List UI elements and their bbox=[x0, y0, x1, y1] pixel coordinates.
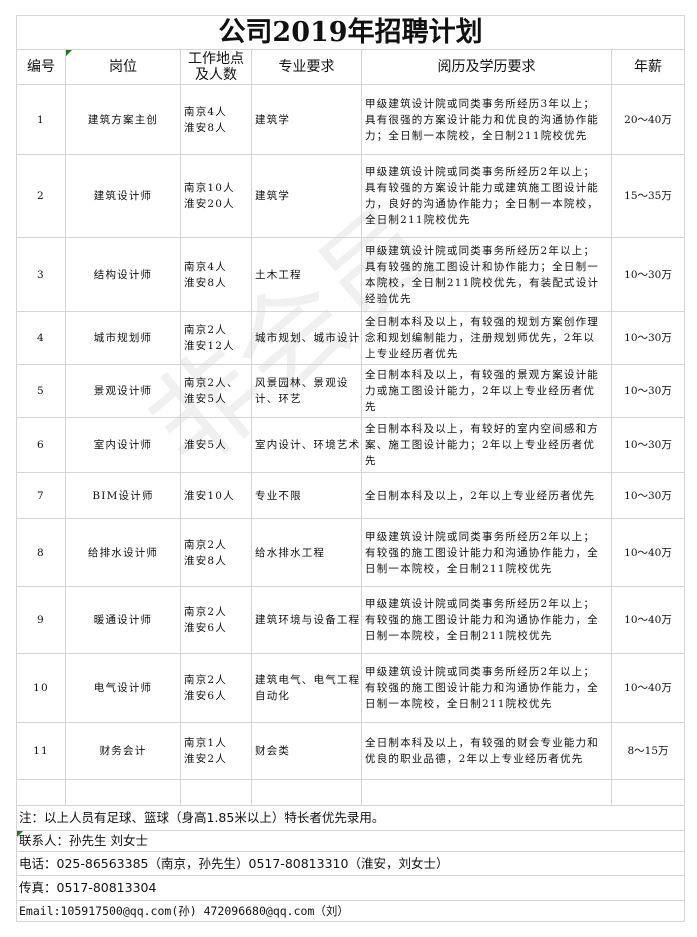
cell-salary[interactable]: 10～30万 bbox=[610, 311, 686, 365]
table-row: 1 建筑方案主创 南京4人 淮安8人 建筑学 甲级建筑设计院或同类事务所经历3年以上；具… bbox=[16, 84, 686, 155]
cell-no[interactable]: 4 bbox=[16, 311, 66, 365]
table-row: 9 暖通设计师 南京2人 淮安6人 建筑环境与设备工程 甲级建筑设计院或同类事务所经历2… bbox=[16, 586, 686, 654]
cell-post[interactable]: BIM设计师 bbox=[65, 472, 181, 519]
cell-post[interactable]: 城市规划师 bbox=[65, 311, 181, 365]
table-row: 2 建筑设计师 南京10人 淮安20人 建筑学 甲级建筑设计院或同类事务所经历2年以上；… bbox=[16, 154, 686, 238]
cell-major[interactable]: 专业不限 bbox=[251, 472, 362, 519]
cell-loc[interactable]: 南京4人 淮安8人 bbox=[180, 84, 252, 155]
cell-no[interactable]: 10 bbox=[16, 653, 66, 723]
header-salary[interactable]: 年薪 bbox=[610, 49, 686, 85]
cell-loc[interactable]: 南京2人、 淮安5人 bbox=[180, 364, 252, 418]
cell-req[interactable]: 甲级建筑设计院或同类事务所经历2年以上；具有较强的施工图设计和协作能力；全日制一… bbox=[361, 237, 612, 312]
cell-major[interactable]: 城市规划、城市设计 bbox=[251, 311, 362, 365]
table-row: 4 城市规划师 南京2人 淮安12人 城市规划、城市设计 全日制本科及以上，有较强的规划… bbox=[16, 311, 686, 365]
cell-salary[interactable]: 10～30万 bbox=[610, 237, 686, 312]
cell-post[interactable]: 建筑方案主创 bbox=[65, 84, 181, 155]
cell-no[interactable]: 8 bbox=[16, 518, 66, 587]
cell-salary[interactable]: 10～40万 bbox=[610, 586, 686, 654]
phone-cell[interactable]: 电话：025-86563385（南京，孙先生）0517-80813310（淮安，… bbox=[15, 851, 686, 876]
table-row: 5 景观设计师 南京2人、 淮安5人 风景园林、景观设计、环艺 全日制本科及以上，有较强… bbox=[16, 364, 686, 418]
table-row: 3 结构设计师 南京4人 淮安8人 土木工程 甲级建筑设计院或同类事务所经历2年以上；具… bbox=[16, 237, 686, 312]
cell-major[interactable]: 建筑环境与设备工程 bbox=[251, 586, 362, 654]
page-title: 公司2019年招聘计划 bbox=[15, 15, 686, 50]
fax-cell[interactable]: 传真：0517-80813304 bbox=[15, 875, 686, 901]
cell-no[interactable]: 9 bbox=[16, 586, 66, 654]
cell-post[interactable]: 电气设计师 bbox=[65, 653, 181, 723]
cell-no[interactable]: 3 bbox=[16, 237, 66, 312]
cell-req[interactable]: 全日制本科及以上，2年以上专业经历者优先 bbox=[361, 472, 612, 519]
table-row: 6 室内设计师 淮安5人 室内设计、环境艺术 全日制本科及以上，有较好的室内空间感和方案… bbox=[16, 417, 686, 473]
cell-no[interactable]: 6 bbox=[16, 417, 66, 473]
empty-row[interactable] bbox=[16, 779, 686, 806]
comment-marker bbox=[66, 50, 72, 56]
cell-req[interactable]: 全日制本科及以上，有较强的景观方案设计能力或施工图设计能力，2年以上专业经历者优… bbox=[361, 364, 612, 418]
cell-loc[interactable]: 南京10人 淮安20人 bbox=[180, 154, 252, 238]
cell-req[interactable]: 全日制本科及以上，有较强的财会专业能力和优良的职业品德，2年以上专业经历者优先 bbox=[361, 722, 612, 780]
cell-salary[interactable]: 15～35万 bbox=[610, 154, 686, 238]
table-row: 8 给排水设计师 南京2人 淮安8人 给水排水工程 甲级建筑设计院或同类事务所经历2年以… bbox=[16, 518, 686, 587]
header-req[interactable]: 阅历及学历要求 bbox=[361, 49, 612, 85]
cell-req[interactable]: 甲级建筑设计院或同类事务所经历2年以上；具有较强的方案设计能力或建筑施工图设计能… bbox=[361, 154, 612, 238]
cell-no[interactable]: 11 bbox=[16, 722, 66, 780]
cell-major[interactable]: 建筑学 bbox=[251, 154, 362, 238]
table-row: 11 财务会计 南京1人 淮安2人 财会类 全日制本科及以上，有较强的财会专业能力和优良… bbox=[16, 722, 686, 780]
header-row: 编号 岗位 工作地点及人数 专业要求 阅历及学历要求 年薪 bbox=[16, 49, 686, 85]
cell-no[interactable]: 2 bbox=[16, 154, 66, 238]
cell-post[interactable]: 结构设计师 bbox=[65, 237, 181, 312]
header-no[interactable]: 编号 bbox=[16, 49, 66, 85]
header-loc[interactable]: 工作地点及人数 bbox=[180, 49, 252, 85]
recruitment-table: 公司2019年招聘计划 编号 岗位 工作地点及人数 专业要求 阅历及学历要求 年薪 1 建筑… bbox=[15, 15, 686, 922]
table-row: 10 电气设计师 南京2人 淮安6人 建筑电气、电气工程自动化 甲级建筑设计院或同类事务… bbox=[16, 653, 686, 723]
cell-salary[interactable]: 8～15万 bbox=[610, 722, 686, 780]
cell-salary[interactable]: 10～40万 bbox=[610, 518, 686, 587]
cell-no[interactable]: 1 bbox=[16, 84, 66, 155]
cell-major[interactable]: 财会类 bbox=[251, 722, 362, 780]
cell-post[interactable]: 建筑设计师 bbox=[65, 154, 181, 238]
cell-loc[interactable]: 南京2人 淮安6人 bbox=[180, 653, 252, 723]
cell-req[interactable]: 全日制本科及以上，有较强的规划方案创作理念和规划编制能力，注册规划师优先，2年以… bbox=[361, 311, 612, 365]
cell-major[interactable]: 土木工程 bbox=[251, 237, 362, 312]
cell-loc[interactable]: 淮安10人 bbox=[180, 472, 252, 519]
cell-no[interactable]: 5 bbox=[16, 364, 66, 418]
cell-post[interactable]: 室内设计师 bbox=[65, 417, 181, 473]
cell-salary[interactable]: 10～30万 bbox=[610, 364, 686, 418]
cell-req[interactable]: 甲级建筑设计院或同类事务所经历2年以上；有较强的施工图设计能力和沟通协作能力，全… bbox=[361, 518, 612, 587]
cell-post[interactable]: 景观设计师 bbox=[65, 364, 181, 418]
cell-major[interactable]: 建筑电气、电气工程自动化 bbox=[251, 653, 362, 723]
cell-major[interactable]: 风景园林、景观设计、环艺 bbox=[251, 364, 362, 418]
cell-post[interactable]: 财务会计 bbox=[65, 722, 181, 780]
comment-marker bbox=[17, 831, 23, 837]
table-row: 7 BIM设计师 淮安10人 专业不限 全日制本科及以上，2年以上专业经历者优先 10～3… bbox=[16, 472, 686, 519]
cell-req[interactable]: 全日制本科及以上，有较好的室内空间感和方案、施工图设计能力；2年以上专业经历者优… bbox=[361, 417, 612, 473]
cell-req[interactable]: 甲级建筑设计院或同类事务所经历3年以上；具有很强的方案设计能力和优良的沟通协作能… bbox=[361, 84, 612, 155]
cell-major[interactable]: 建筑学 bbox=[251, 84, 362, 155]
note-cell[interactable]: 注：以上人员有足球、篮球（身高1.85米以上）特长者优先录用。 bbox=[15, 805, 686, 831]
cell-loc[interactable]: 淮安5人 bbox=[180, 417, 252, 473]
cell-loc[interactable]: 南京2人 淮安12人 bbox=[180, 311, 252, 365]
cell-loc[interactable]: 南京1人 淮安2人 bbox=[180, 722, 252, 780]
cell-loc[interactable]: 南京2人 淮安6人 bbox=[180, 586, 252, 654]
cell-salary[interactable]: 10～30万 bbox=[610, 472, 686, 519]
header-major[interactable]: 专业要求 bbox=[251, 49, 362, 85]
cell-major[interactable]: 室内设计、环境艺术 bbox=[251, 417, 362, 473]
cell-post[interactable]: 给排水设计师 bbox=[65, 518, 181, 587]
cell-req[interactable]: 甲级建筑设计院或同类事务所经历2年以上；有较强的施工图设计能力和沟通协作能力，全… bbox=[361, 586, 612, 654]
cell-salary[interactable]: 10～30万 bbox=[610, 417, 686, 473]
cell-loc[interactable]: 南京4人 淮安8人 bbox=[180, 237, 252, 312]
email-cell[interactable]: Email:105917500@qq.com(孙) 472096680@qq.c… bbox=[15, 900, 686, 922]
cell-salary[interactable]: 10～40万 bbox=[610, 653, 686, 723]
cell-salary[interactable]: 20～40万 bbox=[610, 84, 686, 155]
header-post[interactable]: 岗位 bbox=[65, 49, 181, 85]
cell-loc[interactable]: 南京2人 淮安8人 bbox=[180, 518, 252, 587]
cell-no[interactable]: 7 bbox=[16, 472, 66, 519]
cell-req[interactable]: 甲级建筑设计院或同类事务所经历2年以上；有较强的施工图设计能力和沟通协作能力，全… bbox=[361, 653, 612, 723]
contact-cell[interactable]: 联系人：孙先生 刘女士 bbox=[15, 830, 686, 852]
cell-post[interactable]: 暖通设计师 bbox=[65, 586, 181, 654]
cell-major[interactable]: 给水排水工程 bbox=[251, 518, 362, 587]
